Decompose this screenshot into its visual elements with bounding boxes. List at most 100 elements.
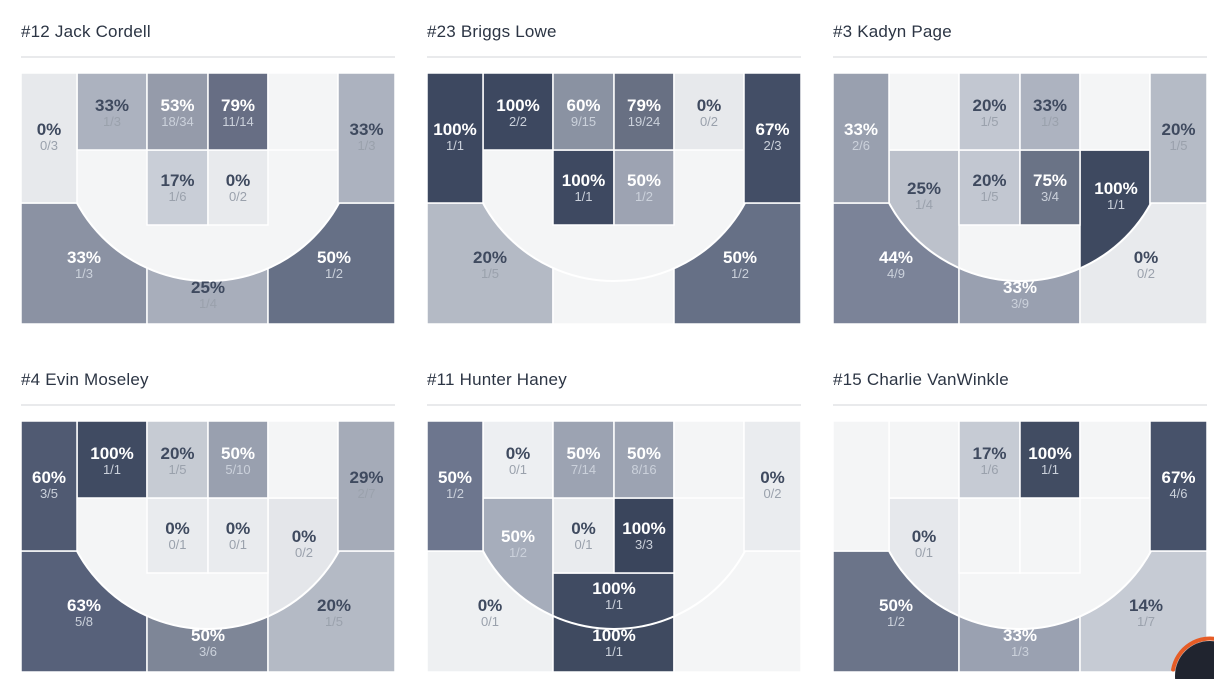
- svg-text:0/2: 0/2: [763, 486, 781, 501]
- svg-text:1/1: 1/1: [574, 189, 592, 204]
- svg-text:2/2: 2/2: [509, 114, 527, 129]
- zone-label-left-corner-three: 0%0/3: [37, 120, 62, 153]
- svg-text:60%: 60%: [566, 96, 600, 115]
- svg-text:1/5: 1/5: [168, 462, 186, 477]
- svg-text:0/1: 0/1: [509, 462, 527, 477]
- zone-label-right-wing-three: 14%1/7: [1129, 596, 1163, 629]
- zone-restricted-right: [1019, 73, 1081, 151]
- zone-label-left-wing-three: 44%4/9: [879, 248, 913, 281]
- svg-text:100%: 100%: [562, 171, 605, 190]
- zone-center-right-midrange: [1019, 497, 1081, 574]
- zone-label-left-wing-three: 50%1/2: [879, 596, 913, 629]
- chat-fab-button[interactable]: [1144, 609, 1214, 679]
- zone-label-restricted-left: 60%9/15: [566, 96, 600, 129]
- svg-text:11/14: 11/14: [222, 114, 254, 129]
- svg-text:0/1: 0/1: [915, 545, 933, 560]
- svg-text:3/4: 3/4: [1041, 189, 1059, 204]
- zone-label-restricted-left: 20%1/5: [972, 96, 1006, 129]
- zone-label-left-wing-three: 33%1/3: [67, 248, 101, 281]
- svg-text:25%: 25%: [907, 179, 941, 198]
- shot-chart-svg: 33%1/325%1/450%1/217%1/60%0/233%1/353%18…: [21, 73, 395, 324]
- svg-text:1/7: 1/7: [1137, 614, 1155, 629]
- svg-text:100%: 100%: [433, 120, 476, 139]
- zone-left-corner-three: [427, 421, 484, 552]
- svg-text:0/1: 0/1: [574, 537, 592, 552]
- zone-right-rim: [673, 421, 745, 499]
- svg-text:0/2: 0/2: [700, 114, 718, 129]
- player-shot-chart-card: #23 Briggs Lowe 20% 1/5 50% 1/2 100% 1/1 50% 1/…: [427, 21, 801, 324]
- zone-label-restricted-right: 100%1/1: [1028, 444, 1071, 477]
- svg-text:79%: 79%: [627, 96, 661, 115]
- svg-text:1/3: 1/3: [1011, 644, 1029, 659]
- zone-label-restricted-left: 53%18/34: [160, 96, 194, 129]
- zone-label-restricted-right: 50%8/16: [627, 444, 661, 477]
- svg-text:0/2: 0/2: [1137, 266, 1155, 281]
- svg-text:100%: 100%: [1094, 179, 1137, 198]
- shot-chart-svg: 50%1/2 33%1/3 14%1/7 0%0/1 17%1/6 100%1/1 67%4…: [833, 421, 1207, 672]
- svg-text:20%: 20%: [972, 171, 1006, 190]
- zone-label-left-wing-three: 20%1/5: [473, 248, 507, 281]
- svg-text:44%: 44%: [879, 248, 913, 267]
- svg-text:75%: 75%: [1033, 171, 1067, 190]
- zone-label-left-corner-three: 33%2/6: [844, 120, 878, 153]
- svg-text:50%: 50%: [627, 171, 661, 190]
- zone-center-left-midrange: [552, 149, 615, 226]
- svg-text:0/1: 0/1: [481, 614, 499, 629]
- zone-label-right-wing-three: 50%1/2: [723, 248, 757, 281]
- svg-text:50%: 50%: [723, 248, 757, 267]
- svg-text:33%: 33%: [1003, 626, 1037, 645]
- svg-text:9/15: 9/15: [571, 114, 596, 129]
- svg-text:17%: 17%: [972, 444, 1006, 463]
- svg-text:20%: 20%: [972, 96, 1006, 115]
- shot-chart-svg: 44%4/933%3/90%0/225%1/4100%1/120%1/575%3…: [833, 73, 1207, 324]
- shot-chart-svg: 0%0/1100%1/150%1/2100%1/10%0/1100%3/30%0…: [427, 421, 801, 672]
- zone-label-top-of-key-three: 25%1/4: [191, 278, 225, 311]
- svg-text:1/2: 1/2: [509, 545, 527, 560]
- svg-text:19/24: 19/24: [628, 114, 661, 129]
- player-shot-chart-card: #11 Hunter Haney 0% 0/1 100% 1/1 50% 1/2 100% 1…: [427, 369, 801, 672]
- svg-text:3/6: 3/6: [199, 644, 217, 659]
- svg-text:79%: 79%: [221, 96, 255, 115]
- svg-text:50%: 50%: [221, 444, 255, 463]
- svg-text:0%: 0%: [1134, 248, 1159, 267]
- svg-text:14%: 14%: [1129, 596, 1163, 615]
- svg-text:1/5: 1/5: [325, 614, 343, 629]
- zone-right-corner-three: [337, 73, 395, 204]
- zone-label-restricted-left: 20%1/5: [160, 444, 194, 477]
- zone-restricted-left: [552, 73, 615, 151]
- zone-restricted-right: [207, 73, 269, 151]
- zone-label-right-baseline-midrange: 100%1/1: [1094, 179, 1137, 212]
- svg-text:50%: 50%: [627, 444, 661, 463]
- svg-text:67%: 67%: [1161, 468, 1195, 487]
- svg-text:1/1: 1/1: [605, 597, 623, 612]
- zone-label-right-corner-three: 67%4/6: [1161, 468, 1195, 501]
- zone-label-right-corner-three: 20%1/5: [1161, 120, 1195, 153]
- player-shot-chart-card: #15 Charlie VanWinkle 50% 1/2 33% 1/3 14% 1/7…: [833, 369, 1207, 672]
- svg-text:33%: 33%: [95, 96, 129, 115]
- svg-text:1/3: 1/3: [103, 114, 121, 129]
- zone-label-restricted-right: 79%19/24: [627, 96, 661, 129]
- zone-label-center-right-midrange: 100%3/3: [622, 519, 665, 552]
- zone-label-left-corner-three: 100%1/1: [433, 120, 476, 153]
- svg-text:0%: 0%: [912, 527, 937, 546]
- zone-right-corner-three: [1149, 73, 1207, 204]
- zone-label-center-right-midrange: 0%0/1: [226, 519, 251, 552]
- zone-label-center-left-midrange: 17%1/6: [160, 171, 194, 204]
- zone-restricted-right: [207, 421, 269, 499]
- svg-text:0/2: 0/2: [295, 545, 313, 560]
- svg-text:63%: 63%: [67, 596, 101, 615]
- zone-center-left-midrange: [958, 497, 1021, 574]
- svg-text:1/3: 1/3: [1041, 114, 1059, 129]
- svg-text:3/5: 3/5: [40, 486, 58, 501]
- svg-text:20%: 20%: [317, 596, 351, 615]
- zone-right-rim: [1079, 421, 1151, 499]
- zone-left-rim: [482, 73, 554, 151]
- fab-accent-arc-icon: [1171, 636, 1214, 672]
- zone-label-left-corner-three: 50%1/2: [438, 468, 472, 501]
- svg-text:60%: 60%: [32, 468, 66, 487]
- zone-right-corner-three: [743, 421, 801, 552]
- svg-text:1/6: 1/6: [168, 189, 186, 204]
- player-title: #4 Evin Moseley: [21, 370, 149, 389]
- svg-text:3/9: 3/9: [1011, 296, 1029, 311]
